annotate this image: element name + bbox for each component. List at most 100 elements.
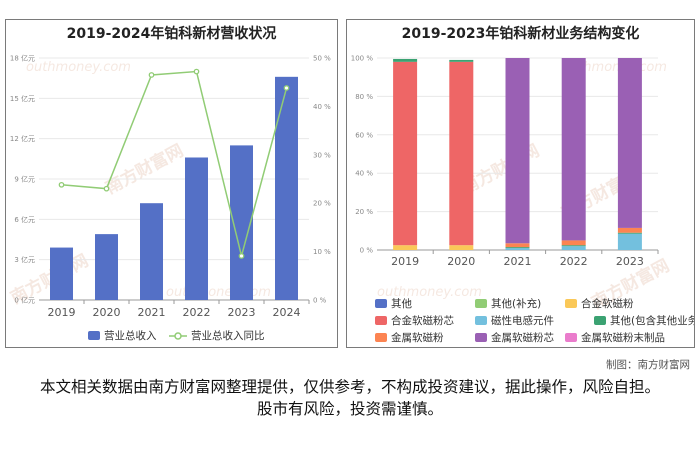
legend-item[interactable]: 金属软磁粉芯 — [475, 330, 554, 345]
legend-item[interactable]: 其他 — [375, 296, 412, 311]
x-tick-label: 2023 — [228, 306, 256, 319]
chart-title: 2019-2023年铂科新材业务结构变化 — [401, 26, 640, 42]
stacked-bar-segment — [617, 232, 642, 234]
y-tick-label-right: 0 % — [313, 297, 327, 305]
business-structure-chart: 0 % 20 % 40 % 60 % 80 % 100 % 2019 2020 2021 2022… — [351, 55, 659, 268]
legend-swatch — [375, 316, 387, 325]
legend-label: 营业总收入 — [104, 330, 157, 342]
y-tick-label-left: 0 亿元 — [14, 296, 35, 305]
stacked-bar-segment — [561, 58, 586, 241]
legend-item-revenue[interactable]: 营业总收入 — [88, 328, 157, 343]
line-point — [148, 72, 155, 78]
stacked-bar-segment — [561, 240, 586, 246]
legend-item[interactable]: 金属软磁粉末制品 — [565, 330, 665, 345]
stacked-bar-segment — [449, 61, 474, 246]
bar — [140, 203, 163, 300]
x-tick-label: 2022 — [560, 255, 588, 268]
legend-swatch — [88, 331, 100, 340]
x-tick-label: 2019 — [48, 306, 76, 319]
x-tick-label: 2024 — [273, 306, 301, 319]
legend-item[interactable]: 合金软磁粉芯 — [375, 313, 454, 328]
legend-label: 磁性电感元件 — [491, 315, 554, 327]
legend-label: 其他(补充) — [491, 298, 542, 310]
legend-label: 合金软磁粉芯 — [391, 315, 454, 327]
legend-label: 金属软磁粉芯 — [491, 332, 554, 344]
line-point — [238, 253, 245, 259]
stacked-bar-segment — [449, 59, 474, 62]
disclaimer-text: 本文相关数据由南方财富网整理提供，仅供参考，不构成投资建议，据此操作，风险自担。… — [40, 378, 661, 418]
stacked-bar-segment — [561, 246, 586, 250]
legend-swatch — [375, 333, 387, 342]
stacked-bar-segment — [561, 245, 586, 247]
bar — [50, 247, 73, 300]
stacked-bar-segment — [449, 245, 474, 250]
legend-swatch — [475, 316, 487, 325]
legend-swatch — [565, 333, 577, 342]
y-tick-label-right: 20 % — [313, 200, 331, 208]
legend-label: 金属软磁粉末制品 — [581, 332, 665, 344]
line-point — [58, 181, 65, 188]
stacked-bar-segment — [617, 58, 642, 228]
stacked-bar-segment — [617, 233, 642, 250]
legend-label: 合金软磁粉 — [581, 298, 634, 310]
chart-title: 2019-2024年铂科新材营收状况 — [66, 26, 277, 42]
x-tick-label: 2019 — [391, 255, 419, 268]
stacked-bar-segment — [617, 227, 642, 233]
bar — [185, 157, 208, 300]
x-tick-label: 2021 — [504, 255, 532, 268]
stacked-bar-segment — [505, 247, 530, 249]
y-tick-label-right: 40 % — [313, 103, 331, 111]
legend-label: 其他 — [391, 298, 412, 310]
legend-item[interactable]: 合金软磁粉 — [565, 296, 634, 311]
y-tick-label: 0 % — [360, 247, 374, 255]
y-tick-label-left: 15 亿元 — [10, 94, 35, 103]
y-tick-label-left: 9 亿元 — [14, 175, 35, 184]
y-tick-label-right: 10 % — [313, 248, 331, 256]
legend-swatch — [565, 299, 577, 308]
legend-item[interactable]: 其他(包含其他业务收入) — [594, 313, 695, 328]
y-tick-label-left: 6 亿元 — [14, 215, 35, 224]
x-tick-label: 2021 — [138, 306, 166, 319]
y-tick-label: 80 % — [355, 93, 373, 101]
legend-label: 营业总收入同比 — [191, 330, 265, 342]
legend-line-icon — [169, 331, 187, 340]
x-tick-label: 2020 — [447, 255, 475, 268]
legend-item[interactable]: 其他(补充) — [475, 296, 541, 311]
revenue-chart: 0 亿元 3 亿元 6 亿元 9 亿元 12 亿元 15 亿元 18 亿元 0 % 10 % 20… — [10, 54, 331, 320]
stacked-bar-segment — [393, 245, 418, 250]
line-point — [193, 68, 200, 75]
stacked-bar-segment — [393, 58, 418, 62]
legend-label: 金属软磁粉 — [391, 332, 444, 344]
legend-item[interactable]: 磁性电感元件 — [475, 313, 554, 328]
y-tick-label-left: 12 亿元 — [10, 134, 35, 143]
y-tick-label: 40 % — [355, 170, 373, 178]
y-tick-label-right: 50 % — [313, 55, 331, 63]
x-tick-label: 2022 — [183, 306, 211, 319]
legend-item[interactable]: 金属软磁粉 — [375, 330, 444, 345]
business-structure-panel: 南方财富网 outhmoney.com 南方财富网 outhmoney.com … — [346, 19, 695, 348]
y-tick-label: 100 % — [351, 55, 374, 63]
series-line — [61, 70, 288, 257]
legend-item-revenue-yoy[interactable]: 营业总收入同比 — [169, 328, 265, 343]
x-tick-label: 2023 — [616, 255, 644, 268]
y-tick-label: 60 % — [355, 131, 373, 139]
stacked-bar-segment — [505, 243, 530, 248]
legend-label: 其他(包含其他业务收入) — [610, 315, 695, 327]
legend-swatch — [594, 316, 606, 325]
revenue-chart-panel: 南方财富网 outhmoney.com 南方财富网 outhmoney.com … — [5, 19, 338, 348]
line-point — [283, 85, 290, 91]
legend-swatch — [475, 299, 487, 308]
y-tick-label: 20 % — [355, 208, 373, 216]
stacked-bar-segment — [505, 248, 530, 250]
bar — [275, 76, 298, 300]
bar — [230, 145, 253, 300]
y-tick-label-left: 3 亿元 — [14, 255, 35, 264]
legend-swatch — [375, 299, 387, 308]
legend-swatch — [475, 333, 487, 342]
chart-credit: 制图：南方财富网 — [606, 359, 690, 371]
stacked-bar-segment — [505, 58, 530, 244]
y-tick-label-left: 18 亿元 — [10, 54, 35, 63]
y-tick-label-right: 30 % — [313, 151, 331, 159]
x-tick-label: 2020 — [93, 306, 121, 319]
bar — [95, 234, 118, 300]
